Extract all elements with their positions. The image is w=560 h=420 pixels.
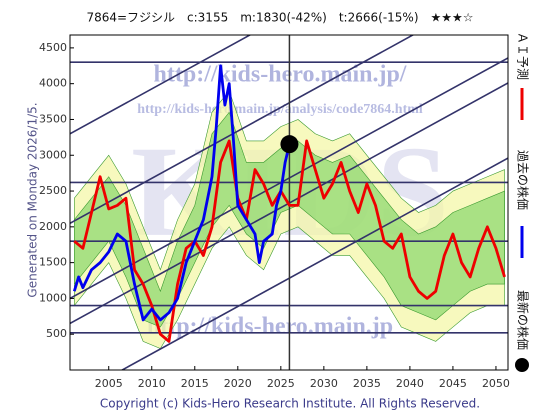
y-tick-label: 1500	[39, 256, 67, 269]
legend-swatch	[515, 358, 529, 372]
legend-label: 最新の株価	[516, 290, 531, 350]
generated-note: Generated on Monday 2026/1/5.	[26, 102, 40, 297]
x-tick-label: 2010	[138, 377, 166, 390]
legend-label: ＡＩ予測	[516, 32, 530, 80]
band	[74, 111, 505, 328]
x-tick-label: 2025	[267, 377, 295, 390]
x-tick-label: 2020	[224, 377, 252, 390]
trend-line	[70, 35, 252, 135]
watermark: http://kids-hero.main.jp/analysis/code78…	[137, 102, 423, 117]
y-tick-label: 4500	[39, 41, 67, 54]
x-tick-label: 2035	[353, 377, 381, 390]
y-tick-label: 2500	[39, 184, 67, 197]
x-tick-label: 2015	[181, 377, 209, 390]
y-tick-label: 4000	[39, 77, 67, 90]
x-tick-label: 2030	[310, 377, 338, 390]
series-line	[72, 64, 291, 322]
y-tick-label: 3500	[39, 112, 67, 125]
watermark: http://kids-hero.main.jp/	[154, 62, 407, 88]
y-tick-label: 500	[46, 327, 67, 340]
legend-label: 過去の株価	[516, 150, 531, 210]
y-tick-label: 1000	[39, 291, 67, 304]
x-tick-label: 2040	[396, 377, 424, 390]
y-tick-label: 3000	[39, 148, 67, 161]
watermark: http://kids-hero.main.jp	[147, 314, 393, 340]
plot-area: KIDShttp://kids-hero.main.jp/http://kids…	[70, 35, 508, 370]
latest-point	[280, 135, 299, 154]
axes: 500 1000 1500 2000 2500 3000 3500 4000 4500 2005 2…	[39, 41, 510, 390]
x-tick-label: 2050	[482, 377, 510, 390]
x-tick-label: 2005	[95, 377, 123, 390]
copyright: Copyright (c) Kids-Hero Research Institu…	[100, 397, 480, 411]
x-tick-label: 2045	[439, 377, 467, 390]
plot-frame	[69, 34, 509, 371]
series-line	[73, 139, 506, 343]
y-tick-label: 2000	[39, 220, 67, 233]
chart-title: 7864=フジシル c:3155 m:1830(-42%) t:2666(-15…	[86, 11, 473, 25]
